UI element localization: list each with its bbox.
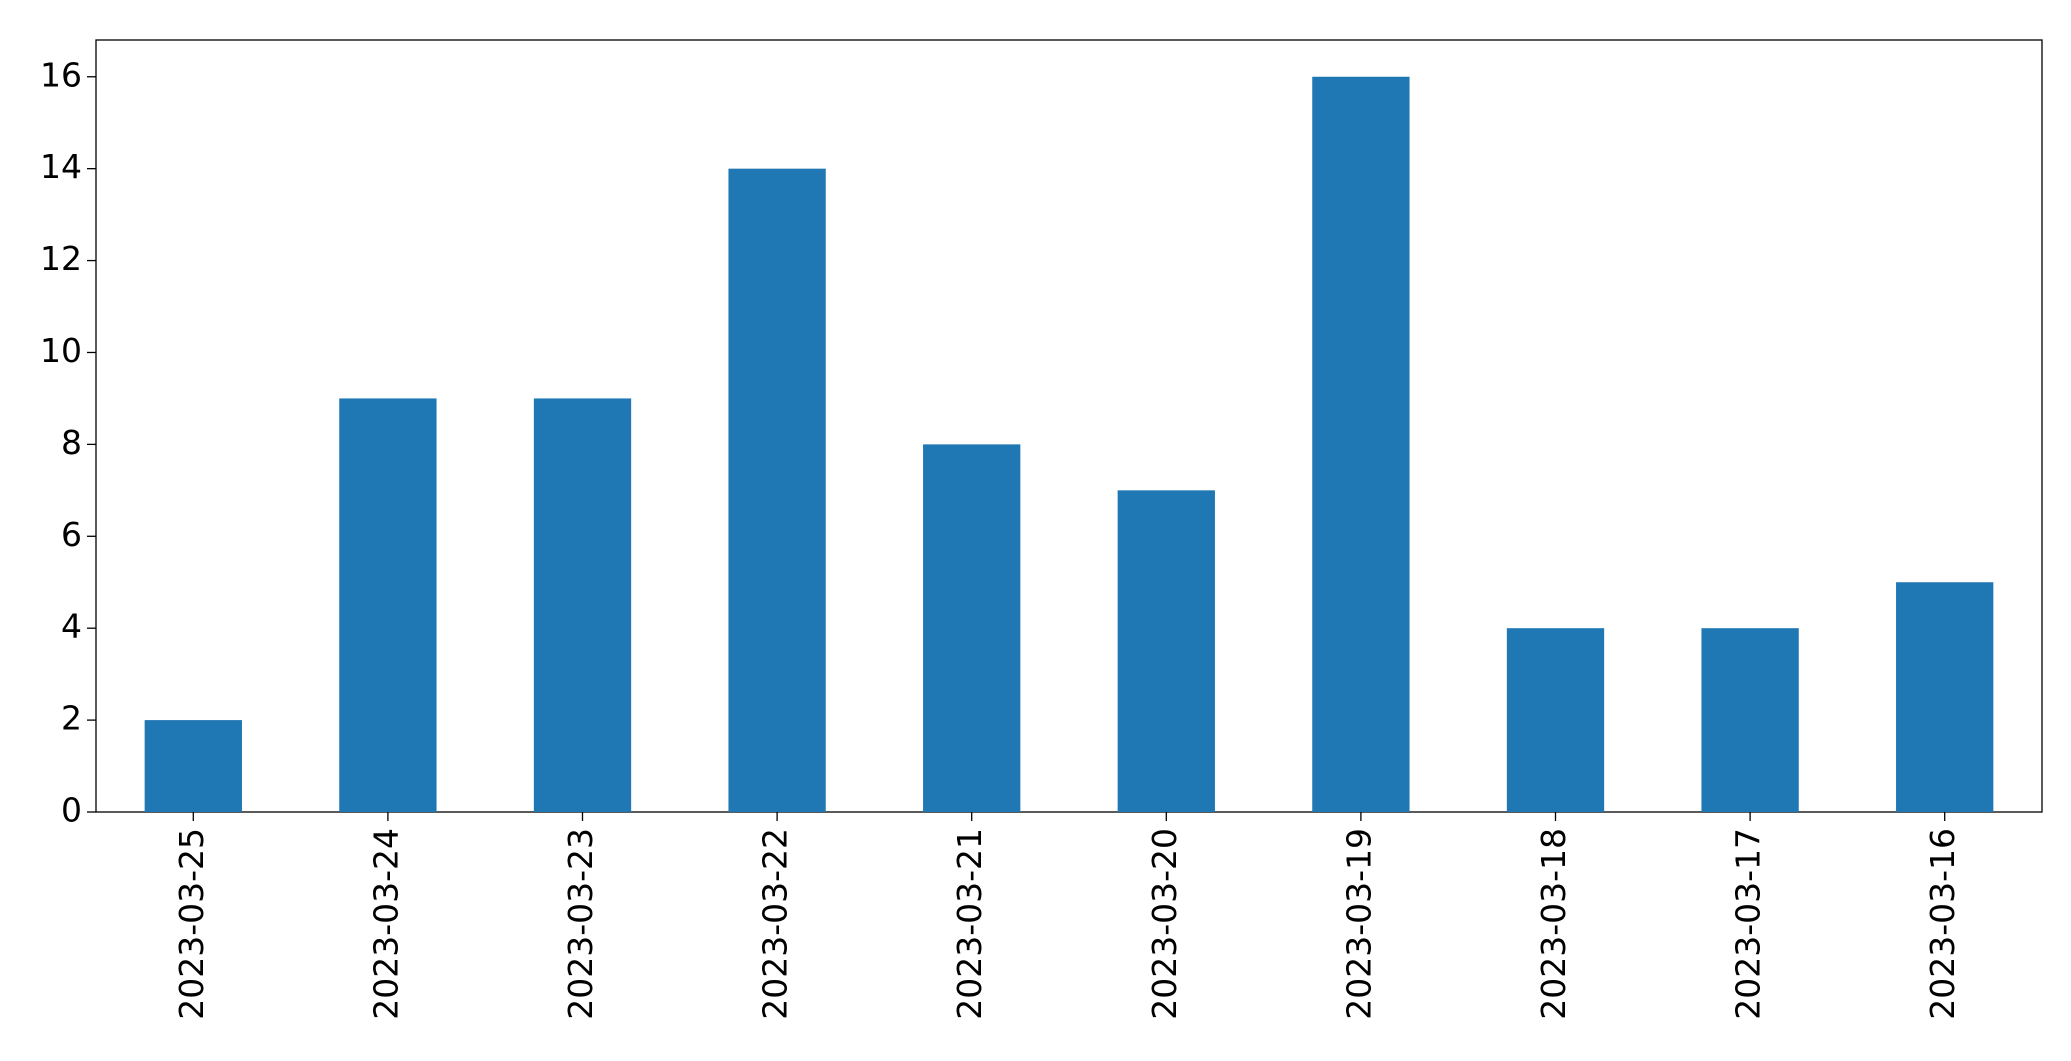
x-tick-label: 2023-03-24: [366, 828, 405, 1020]
bar: [1312, 76, 1410, 812]
y-tick-label: 0: [61, 791, 82, 830]
bar: [1896, 582, 1994, 812]
x-tick-label: 2023-03-17: [1729, 828, 1768, 1020]
y-tick-label: 8: [61, 423, 82, 462]
x-tick-label: 2023-03-20: [1145, 828, 1184, 1020]
x-tick-label: 2023-03-23: [561, 828, 600, 1020]
plot-frame: [95, 39, 2043, 813]
y-tick-label: 2: [61, 699, 82, 738]
x-tick-label: 2023-03-16: [1923, 828, 1962, 1020]
y-tick-label: 4: [61, 607, 82, 646]
x-tick-label: 2023-03-19: [1339, 828, 1378, 1020]
bar: [728, 168, 826, 812]
x-tick-label: 2023-03-18: [1534, 828, 1573, 1020]
bar: [339, 398, 437, 812]
bar: [1506, 628, 1605, 812]
x-tick-label: 2023-03-25: [172, 828, 211, 1020]
bar: [1701, 628, 1799, 812]
bar: [144, 720, 242, 812]
bar: [533, 398, 632, 812]
bar: [923, 444, 1021, 812]
y-tick-label: 6: [61, 515, 82, 554]
x-tick-label: 2023-03-22: [756, 828, 795, 1020]
bar: [1117, 490, 1215, 812]
x-tick-label: 2023-03-21: [950, 828, 989, 1020]
y-tick-label: 10: [40, 331, 82, 370]
y-tick-label: 14: [40, 147, 82, 186]
y-tick-label: 12: [40, 239, 82, 278]
y-tick-label: 16: [40, 55, 82, 94]
